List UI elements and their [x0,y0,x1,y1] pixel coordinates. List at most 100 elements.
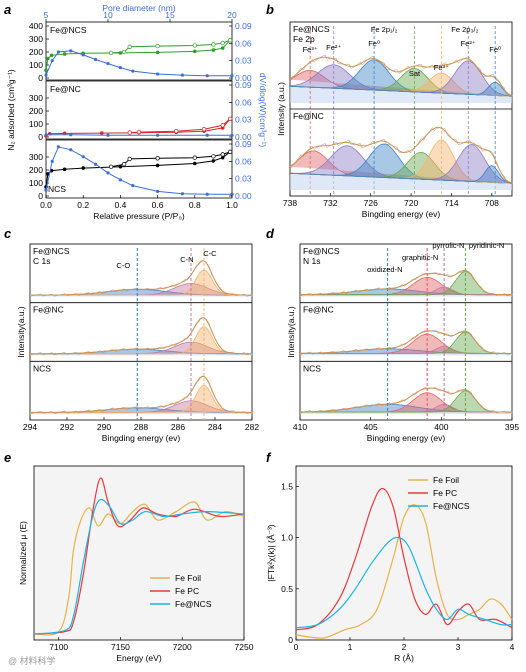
adsorption-point [46,56,50,61]
raw-data-line [29,376,253,414]
envelope-line [289,126,513,184]
x-tick-label: 0.2 [77,200,89,210]
annotation-2p12: Fe 2p₁/₂ [371,25,398,34]
pore-size-point [44,188,48,192]
x-tick-label: 405 [364,422,378,432]
r-tick-label: 0.00 [235,132,252,142]
panel-label-f: f [266,450,272,465]
pore-size-point [94,162,98,166]
y-axis-label: Intensity(a.u.) [16,306,26,358]
series-line [295,504,513,639]
pore-size-point [205,133,209,137]
y-axis-label: N₂ adsorbed (cm³g⁻¹) [6,69,16,151]
pore-size-point [69,148,73,152]
x-tick-label: 7200 [173,642,192,652]
x-axis-label: Bingding energy (ev) [102,433,181,443]
subpanel-frame [45,80,233,140]
x-tick-label: 410 [293,422,307,432]
r-tick-label: 0.00 [235,73,252,83]
y-tick-label: 0 [38,73,43,83]
y-tick-label: 0 [288,635,293,645]
desorption-point [211,154,216,159]
adsorption-point [211,159,216,163]
peak-label: Sat [409,69,421,78]
y-tick-label: 100 [29,60,43,70]
y-tick-label: 400 [29,21,43,31]
desorption-point [155,44,160,49]
panel-label-a: a [4,2,11,17]
desorption-point [220,123,225,128]
adsorption-point [62,167,67,172]
x-tick-label: 3 [456,642,461,652]
spectrum-name: Fe@NC [33,305,64,315]
spectrum-name: Fe@NCS [303,246,340,256]
x-tick-label: 400 [434,422,448,432]
top-tick-label: 15 [165,10,175,20]
peak-fit [290,81,513,97]
panel-label-d: d [266,226,275,241]
adsorption-point [62,52,67,56]
series-line [295,536,513,629]
right-axis-label: dV/dlog(W)(cm³g⁻¹) [258,73,268,148]
peak-label: oxidized-N [367,265,402,274]
legend-label: Fe@NCS [175,599,212,609]
x-tick-label: 1 [348,642,353,652]
desorption-point [192,155,197,160]
legend-label: Fe PC [175,586,199,596]
raw-data-line [299,270,513,297]
pore-size-point [50,159,54,163]
top-axis-label: Pore diameter (nm) [102,3,175,13]
background-area [290,86,512,103]
y-tick-label: 0.5 [281,584,293,594]
spectrum-name: Fe@NCS [33,246,70,256]
top-tick-label: 5 [44,10,49,20]
adsorption-point [193,49,197,54]
desorption-point [220,152,225,157]
series-line [33,477,245,635]
desorption-point [108,50,114,56]
pore-size-point [156,72,160,76]
background-area [300,353,512,356]
r-tick-label: 0.06 [235,97,252,107]
spectrum-name: NCS [303,363,321,373]
panel-label-e: e [4,450,11,465]
desorption-line [129,118,231,134]
background-area [290,173,512,190]
desorption-point [121,49,127,55]
pore-size-point [205,192,209,196]
peak-label: graphitic-N [402,253,438,262]
y-axis-label: Intensity(a.u.) [286,306,296,358]
pore-size-point [118,66,122,70]
peak-label: Fe²⁺ [461,39,476,48]
adsorption-point [49,53,54,58]
desorption-point [220,40,225,46]
x-tick-label: 284 [208,422,222,432]
peak-label: Fe⁰ [368,39,380,48]
pore-size-point [69,49,73,53]
pore-size-point [118,178,122,182]
x-axis-label: R (Å) [394,653,414,663]
x-tick-label: 0.6 [152,200,164,210]
pore-size-point [56,145,61,149]
r-tick-label: 0.09 [235,80,252,90]
y-tick-label: 0 [38,191,43,201]
peak-label: Fe²⁺ [326,43,341,52]
x-tick-label: 0.8 [189,200,201,210]
pore-size-point [81,53,85,57]
adsorption-point [81,166,85,170]
sample-label: Fe@NCS [50,25,87,35]
r-tick-label: 0.09 [235,21,252,31]
panel-e-xanes: 7100 7150 7200 7250 Energy (eV) Normalized μ … [18,465,254,663]
panel-label-b: b [266,2,274,17]
peak-label: pyrrolic-N [432,241,464,250]
peak-label: Fe⁰ [489,45,501,54]
plot-frame [33,465,245,641]
pore-size-point [230,192,234,196]
x-axis-label: Relative pressure (P/P₀) [93,211,185,221]
pore-size-point [44,73,48,77]
pore-size-point [106,61,110,66]
y-tick-label: 200 [29,165,43,175]
desorption-point [136,129,142,135]
pore-size-point [205,74,209,78]
